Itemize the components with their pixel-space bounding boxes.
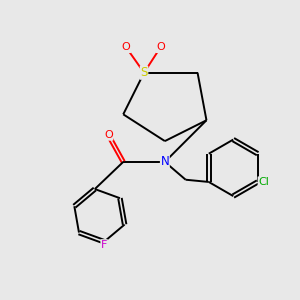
Text: O: O [122, 43, 130, 52]
Text: F: F [101, 240, 107, 250]
Text: Cl: Cl [258, 177, 269, 187]
Text: O: O [156, 43, 165, 52]
Text: S: S [140, 66, 148, 79]
Text: O: O [104, 130, 113, 140]
Text: N: N [160, 155, 169, 168]
